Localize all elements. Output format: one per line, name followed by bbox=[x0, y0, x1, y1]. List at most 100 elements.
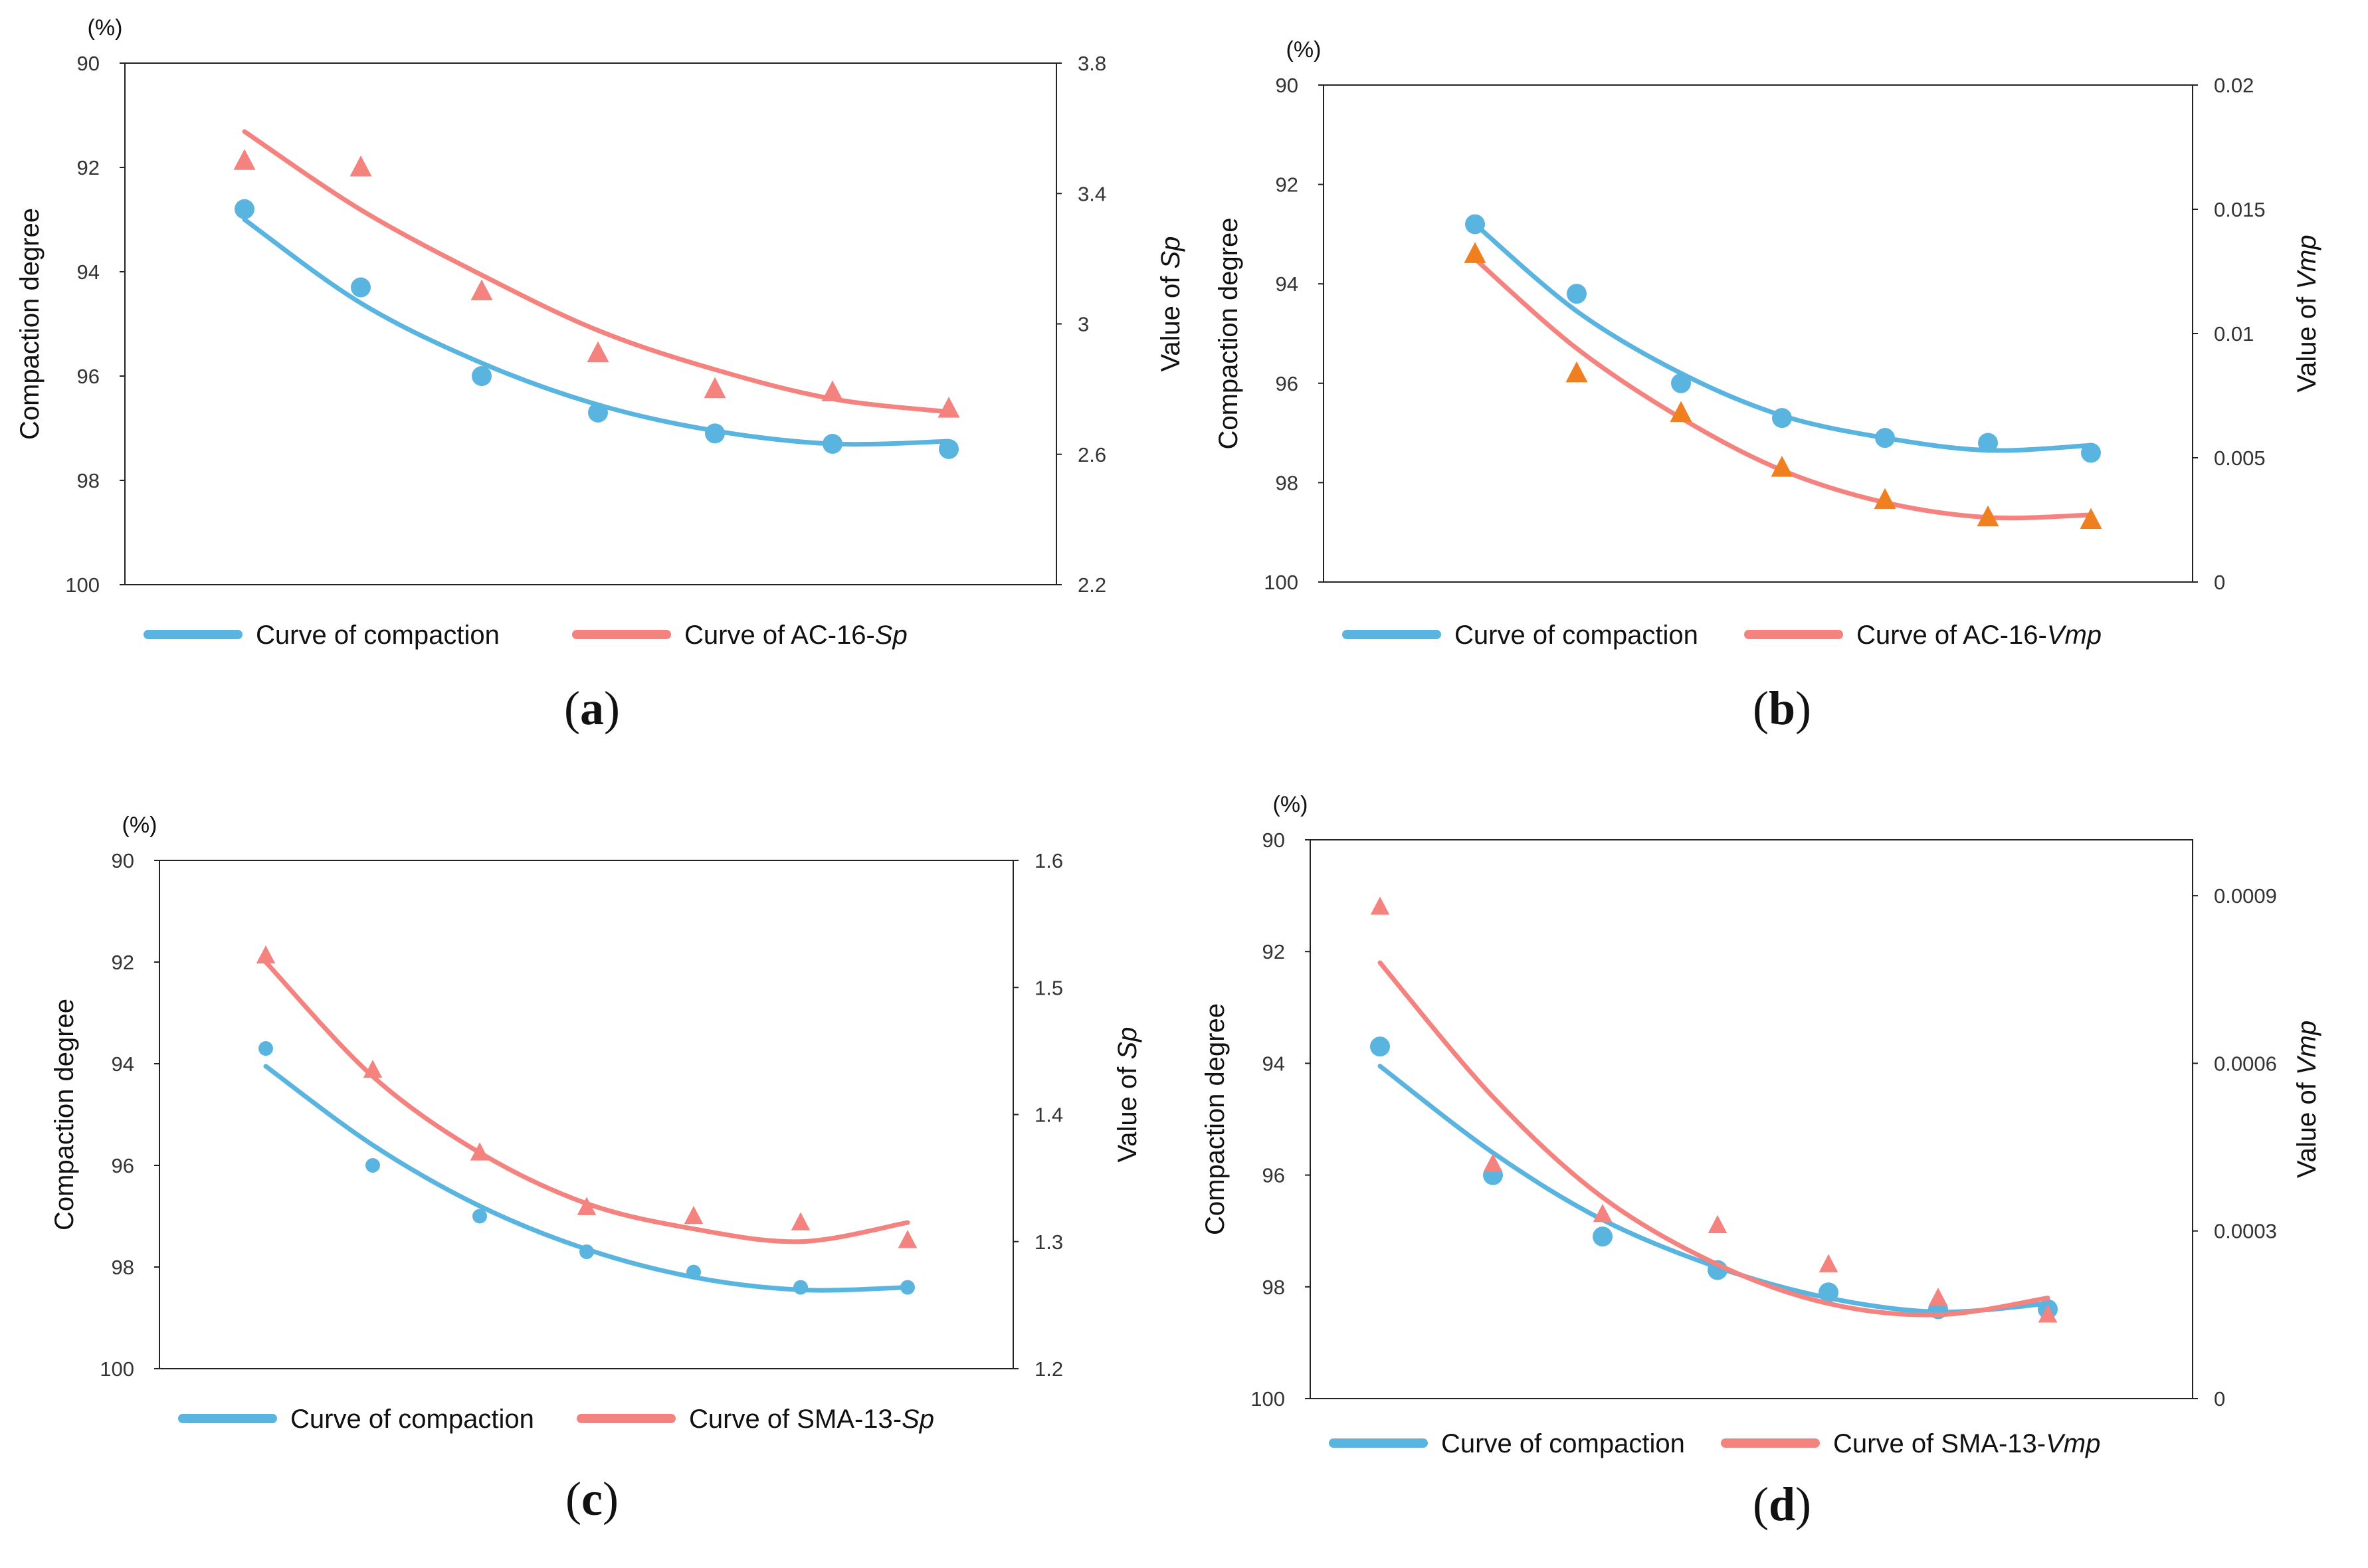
y-tick-label: 94 bbox=[1262, 1052, 1285, 1075]
series-1-point bbox=[898, 1230, 918, 1248]
y2-axis-title-prefix: Value of bbox=[2292, 1075, 2321, 1178]
series-0-point bbox=[823, 434, 842, 454]
series-1-point bbox=[256, 945, 276, 964]
legend-label-1: Curve of AC-16-Vmp bbox=[1856, 621, 2102, 650]
y-axis-title: Compaction degree bbox=[15, 208, 45, 440]
y2-axis-title-var: Sp bbox=[1113, 1027, 1142, 1060]
series-0-point bbox=[1772, 408, 1792, 429]
series-1-point bbox=[937, 397, 960, 418]
y-axis-title: Compaction degree bbox=[1201, 1003, 1230, 1235]
unit-label: (%) bbox=[1273, 792, 1308, 817]
series-0-point bbox=[1465, 214, 1485, 235]
legend-label-1: Curve of SMA-13-Sp bbox=[689, 1405, 934, 1434]
series-0-point bbox=[1671, 373, 1691, 393]
y-tick-label: 100 bbox=[100, 1357, 134, 1381]
series-0-point bbox=[686, 1264, 701, 1280]
y-tick-label: 100 bbox=[1264, 571, 1298, 594]
panel-caption: (a) bbox=[564, 682, 620, 735]
panel-c: 90 92 94 96 98 100 1.2 1.3 1.4 1.5 1.6 (%) Compactio… bbox=[0, 784, 1184, 1568]
y2-tick-label: 0.02 bbox=[2214, 74, 2254, 97]
y-axis-title: Compaction degree bbox=[1214, 217, 1243, 449]
y-tick-label: 90 bbox=[77, 52, 100, 75]
y2-axis-title: Value of Sp bbox=[1156, 237, 1185, 372]
legend-label-1: Curve of AC-16-Sp bbox=[684, 621, 908, 650]
y-tick-label: 100 bbox=[1250, 1387, 1285, 1411]
y-tick-label: 98 bbox=[77, 469, 100, 492]
chart-a-svg: 90 92 94 96 98 100 2.2 2.6 3 3.4 3.8 (%) Compaction … bbox=[15, 15, 1185, 735]
y-tick-label: 98 bbox=[1276, 471, 1298, 494]
series-1-point bbox=[470, 279, 493, 300]
series-1-point bbox=[1370, 896, 1390, 915]
series-0-point bbox=[579, 1244, 594, 1260]
panel-caption: (d) bbox=[1753, 1478, 1811, 1531]
legend-label-prefix: Curve of AC-16- bbox=[684, 621, 875, 650]
legend-label-var: Vmp bbox=[2047, 621, 2102, 650]
y2-axis-title-var: Vmp bbox=[2292, 1021, 2321, 1075]
chart-b-svg: 90 92 94 96 98 100 0 0.005 0.01 0.015 0.02 (%) Compa… bbox=[1214, 37, 2321, 735]
series-1-point bbox=[1977, 505, 1999, 527]
legend-label-0: Curve of compaction bbox=[290, 1405, 534, 1434]
y2-tick-label: 0 bbox=[2214, 571, 2225, 594]
panel-a: 90 92 94 96 98 100 2.2 2.6 3 3.4 3.8 (%) Compaction … bbox=[0, 0, 1185, 784]
series-1-point bbox=[1593, 1203, 1613, 1223]
y-tick-label: 96 bbox=[77, 365, 100, 388]
y2-axis-title: Value of Sp bbox=[1113, 1027, 1142, 1163]
unit-label: (%) bbox=[88, 15, 123, 41]
series-0-point bbox=[472, 366, 492, 386]
series-1-point bbox=[821, 380, 844, 402]
series-1-point bbox=[1874, 488, 1896, 510]
panel-caption-letter: b bbox=[1769, 682, 1795, 735]
y2-tick-label: 0.015 bbox=[2214, 198, 2266, 221]
panel-caption-letter: d bbox=[1769, 1478, 1795, 1531]
y2-axis-title-prefix: Value of bbox=[1113, 1060, 1142, 1163]
y2-axis-title: Value of Vmp bbox=[2292, 1021, 2321, 1178]
series-0-point bbox=[351, 277, 371, 298]
plot-frame bbox=[159, 860, 1014, 1369]
panel-d: 90 92 94 96 98 100 0 0.0003 0.0006 0.0009 (%) Compa… bbox=[1184, 784, 2368, 1568]
series-0-point bbox=[1370, 1036, 1390, 1057]
series-1-point bbox=[1565, 361, 1588, 383]
legend-label-0: Curve of compaction bbox=[256, 621, 500, 650]
series-1-point bbox=[2080, 508, 2102, 529]
panel-caption-letter: a bbox=[580, 682, 604, 735]
y-tick-label: 92 bbox=[1276, 173, 1298, 197]
series-1-point bbox=[1464, 242, 1486, 263]
chart-d-svg: 90 92 94 96 98 100 0 0.0003 0.0006 0.0009 (%) Compa… bbox=[1201, 792, 2321, 1531]
y2-tick-label: 3.4 bbox=[1078, 182, 1106, 205]
series-0-point bbox=[1819, 1282, 1838, 1303]
series-1-trend-line bbox=[1472, 256, 2094, 521]
y2-tick-label: 0.0009 bbox=[2214, 884, 2277, 908]
series-0-point bbox=[588, 402, 608, 423]
plot-frame bbox=[124, 62, 1057, 585]
legend-label-prefix: Curve of SMA-13- bbox=[1833, 1429, 2046, 1458]
y-tick-label: 94 bbox=[112, 1052, 134, 1076]
series-1-point bbox=[1670, 401, 1692, 423]
plot-frame bbox=[1310, 839, 2193, 1399]
legend-label-prefix: Curve of SMA-13- bbox=[689, 1405, 902, 1434]
y2-tick-label: 1.6 bbox=[1035, 849, 1063, 872]
series-1-point bbox=[2038, 1304, 2058, 1323]
plot-frame bbox=[1323, 84, 2193, 583]
y-tick-label: 90 bbox=[1262, 829, 1285, 852]
series-0-point bbox=[2081, 442, 2101, 463]
y2-axis-title-var: Sp bbox=[1156, 237, 1185, 269]
panel-caption-letter: c bbox=[581, 1472, 603, 1525]
y-tick-label: 94 bbox=[77, 260, 100, 284]
series-1-point bbox=[1483, 1153, 1503, 1172]
series-1-point bbox=[704, 377, 726, 399]
legend-label-0: Curve of compaction bbox=[1454, 621, 1698, 650]
series-1-trend-line bbox=[263, 959, 910, 1244]
series-0-point bbox=[1593, 1226, 1613, 1247]
y2-tick-label: 0.0006 bbox=[2214, 1052, 2277, 1075]
series-0-point bbox=[1875, 428, 1895, 448]
series-1-point bbox=[587, 341, 609, 363]
y2-tick-label: 1.3 bbox=[1035, 1230, 1063, 1254]
series-1-point bbox=[577, 1197, 597, 1215]
y2-tick-label: 2.6 bbox=[1078, 443, 1106, 466]
y-axis-title: Compaction degree bbox=[50, 999, 79, 1230]
panel-caption: (c) bbox=[565, 1472, 619, 1525]
series-1-point bbox=[470, 1142, 490, 1161]
legend-label-0: Curve of compaction bbox=[1441, 1429, 1685, 1458]
y2-tick-label: 0.005 bbox=[2214, 446, 2266, 470]
